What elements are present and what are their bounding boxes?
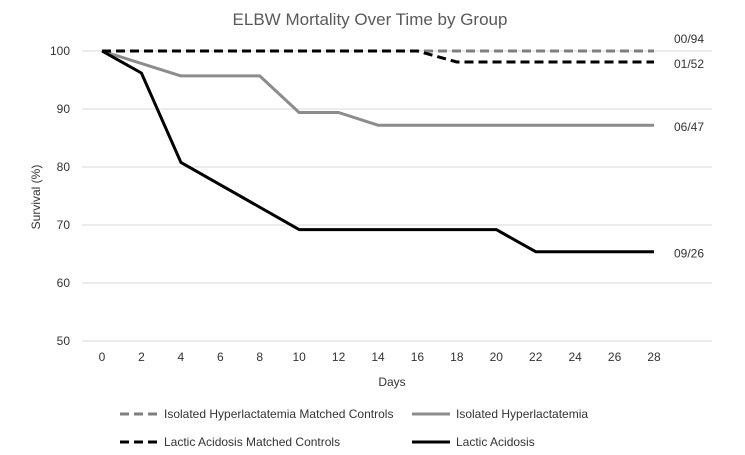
x-tick-label: 2 [138, 350, 145, 364]
legend: Isolated Hyperlactatemia Matched Control… [120, 407, 588, 449]
x-tick-label: 22 [529, 350, 543, 364]
x-tick-label: 4 [178, 350, 185, 364]
series-end-label: 09/26 [674, 247, 704, 261]
end-labels: 00/94 06/47 01/52 09/26 [674, 32, 704, 261]
x-tick-label: 20 [490, 350, 504, 364]
x-tick-label: 18 [450, 350, 464, 364]
legend-entry-label: Lactic Acidosis [456, 435, 535, 449]
series-line-4 [101, 49, 654, 254]
legend-entry-label: Isolated Hyperlactatemia Matched Control… [164, 407, 393, 421]
series-lines [101, 49, 654, 254]
x-tick-label: 0 [99, 350, 106, 364]
y-tick-label: 70 [57, 218, 71, 232]
gridlines [82, 50, 712, 284]
series-end-label: 00/94 [674, 32, 704, 46]
y-tick-label: 100 [50, 44, 70, 58]
x-axis-label: Days [378, 375, 405, 389]
x-tick-label: 16 [411, 350, 425, 364]
x-tick-label: 28 [647, 350, 661, 364]
series-line-3 [102, 49, 654, 64]
y-tick-label: 90 [57, 102, 71, 116]
y-tick-label: 50 [57, 334, 71, 348]
y-tick-labels: 50 60 70 80 90 100 [50, 44, 70, 348]
x-tick-label: 12 [332, 350, 346, 364]
chart-title: ELBW Mortality Over Time by Group [233, 10, 508, 29]
series-end-label: 06/47 [674, 120, 704, 134]
x-tick-label: 10 [292, 350, 306, 364]
y-tick-label: 80 [57, 160, 71, 174]
legend-entry-label: Isolated Hyperlactatemia [456, 407, 588, 421]
x-tick-labels: 0 2 4 6 8 10 12 14 16 18 20 22 24 26 28 [99, 350, 661, 364]
y-axis-label: Survival (%) [29, 165, 43, 230]
legend-entry-label: Lactic Acidosis Matched Controls [164, 435, 340, 449]
series-end-label: 01/52 [674, 57, 704, 71]
x-tick-label: 14 [371, 350, 385, 364]
series-line-2 [101, 49, 654, 127]
y-tick-label: 60 [57, 276, 71, 290]
x-tick-label: 26 [608, 350, 622, 364]
x-tick-label: 6 [217, 350, 224, 364]
x-tick-label: 8 [256, 350, 263, 364]
x-tick-label: 24 [568, 350, 582, 364]
